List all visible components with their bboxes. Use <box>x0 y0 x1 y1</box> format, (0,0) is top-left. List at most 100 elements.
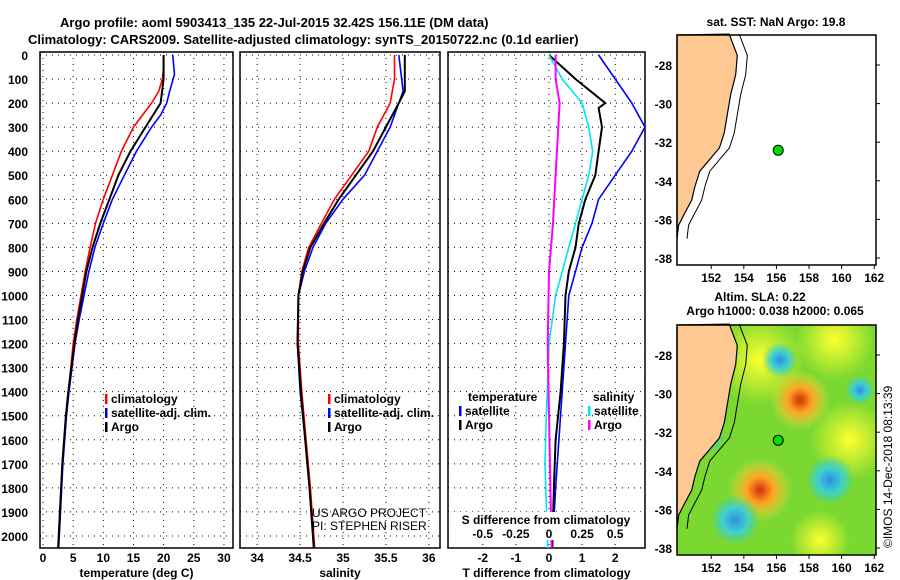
shelf-contour <box>686 33 748 239</box>
panel-frame <box>39 51 234 549</box>
legend-label: satellite-adj. clim. <box>111 406 211 420</box>
x-tick-label: 0 <box>40 551 47 565</box>
legend-swatch <box>588 406 591 416</box>
s-tick-label: 0.5 <box>607 527 624 541</box>
depth-tick-label: 1800 <box>1 482 28 496</box>
lon-tick-label: 154 <box>734 561 754 575</box>
legend-swatch <box>459 420 462 430</box>
sla-blob <box>845 375 875 405</box>
lon-tick-label: 158 <box>799 271 819 285</box>
sst-map: 152 154 156 158 160 162 -28 -30 -32 -34 -36 -38 <box>655 33 885 285</box>
lon-tick-label: 160 <box>832 271 852 285</box>
depth-tick-label: 1600 <box>1 434 28 448</box>
x-tick-label: 0 <box>546 551 553 565</box>
s-tick-label: -0.5 <box>472 527 493 541</box>
x-tick-label: 36 <box>422 551 436 565</box>
lon-tick-label: 162 <box>864 561 884 575</box>
lat-tick-label: -34 <box>655 175 673 189</box>
legend-swatch <box>459 406 462 416</box>
land-australia <box>676 33 738 239</box>
sla-blob <box>770 370 830 430</box>
legend-label: Argo <box>334 420 362 434</box>
lat-tick-label: -28 <box>655 59 673 73</box>
depth-tick-label: 1400 <box>1 386 28 400</box>
s-axis-label: S difference from climatology <box>462 513 631 527</box>
depth-tick-label: 1500 <box>1 410 28 424</box>
lat-tick-label: -32 <box>655 426 673 440</box>
depth-tick-label: 2000 <box>1 530 28 544</box>
series-line-s-satellite <box>544 54 594 549</box>
sla-map: 152 154 156 158 160 162 -28 -30 -32 -34 -36 -38 <box>655 323 885 575</box>
lat-tick-label: -36 <box>655 213 673 227</box>
depth-tick-label: 1900 <box>1 506 28 520</box>
lon-tick-label: 160 <box>832 561 852 575</box>
depth-tick-label: 800 <box>8 241 28 255</box>
legend-label: Argo <box>111 420 139 434</box>
credit-pi: PI: STEPHEN RISER <box>312 519 427 533</box>
x-tick-label: 1 <box>579 551 586 565</box>
series-line-t-satellite <box>551 54 646 549</box>
depth-tick-label: 1200 <box>1 338 28 352</box>
lon-tick-label: 162 <box>864 271 884 285</box>
legend-label: Argo <box>465 418 493 432</box>
profile-panel-2: 34 34.5 35 35.5 36 salinity climatologysatelli… <box>239 51 441 580</box>
sla-map-subtitle: Argo h1000: 0.038 h2000: 0.065 <box>686 304 864 318</box>
sla-blob <box>790 510 850 555</box>
panel-frame <box>447 51 646 549</box>
lon-tick-label: 158 <box>799 561 819 575</box>
x-tick-label: 20 <box>157 551 171 565</box>
legend-label: climatology <box>111 392 178 406</box>
depth-tick-label: 300 <box>8 121 28 135</box>
land-australia <box>676 323 738 529</box>
depth-tick-label: 700 <box>8 217 28 231</box>
x-tick-label: 34.5 <box>288 551 312 565</box>
depth-tick-label: 1000 <box>1 289 28 303</box>
lon-tick-label: 152 <box>701 561 721 575</box>
sla-blob <box>795 325 875 380</box>
sla-blob <box>762 342 798 378</box>
sst-map-title: sat. SST: NaN Argo: 19.8 <box>707 15 846 29</box>
x-axis-label: T difference from climatology <box>462 566 630 580</box>
depth-tick-label: 200 <box>8 97 28 111</box>
series-line-s-argo <box>546 55 561 549</box>
series-line-t-argo <box>548 54 607 549</box>
title-line-1: Argo profile: aoml 5903413_135 22-Jul-20… <box>60 15 489 30</box>
depth-tick-label: 400 <box>8 145 28 159</box>
x-tick-label: 10 <box>97 551 111 565</box>
title-line-2: Climatology: CARS2009. Satellite-adjuste… <box>28 32 579 47</box>
legend-label: satellite-adj. clim. <box>334 406 434 420</box>
legend-swatch <box>328 422 331 432</box>
legend-swatch <box>105 422 108 432</box>
x-tick-label: 25 <box>187 551 201 565</box>
x-tick-label: -1 <box>511 551 522 565</box>
depth-tick-label: 100 <box>8 73 28 87</box>
series-line-argo <box>57 55 165 549</box>
depth-tick-label: 900 <box>8 265 28 279</box>
credit-project: US ARGO PROJECT <box>312 506 427 520</box>
x-tick-label: 35 <box>336 551 350 565</box>
profile-panel-3: -2 -1 0 1 2T difference from climatology S di… <box>447 51 646 580</box>
lat-tick-label: -38 <box>655 252 673 266</box>
lon-tick-label: 152 <box>701 271 721 285</box>
lat-tick-label: -28 <box>655 349 673 363</box>
shelf-contour <box>686 323 748 529</box>
legend-title-salinity: salinity <box>593 390 635 404</box>
imos-stamp: ©IMOS 14-Dec-2018 08:13:39 <box>881 385 895 548</box>
profile-panel-1: 0 5 10 15 20 25 30 temperature (deg C) climatolo… <box>39 51 234 580</box>
depth-tick-label: 500 <box>8 169 28 183</box>
depth-tick-label: 0 <box>21 49 28 63</box>
x-tick-label: 35.5 <box>374 551 398 565</box>
legend-swatch <box>328 394 331 404</box>
lat-tick-label: -30 <box>655 98 673 112</box>
argo-float-marker <box>772 144 784 156</box>
x-axis-label: temperature (deg C) <box>79 566 193 580</box>
x-tick-label: 34 <box>250 551 264 565</box>
lat-tick-label: -38 <box>655 542 673 556</box>
argo-float-marker <box>772 434 784 446</box>
lon-tick-label: 156 <box>766 561 786 575</box>
sla-map-title: Altim. SLA: 0.22 <box>714 290 806 304</box>
s-tick-label: 0.25 <box>570 527 594 541</box>
depth-tick-label: 1100 <box>2 314 28 328</box>
legend-swatch <box>588 420 591 430</box>
